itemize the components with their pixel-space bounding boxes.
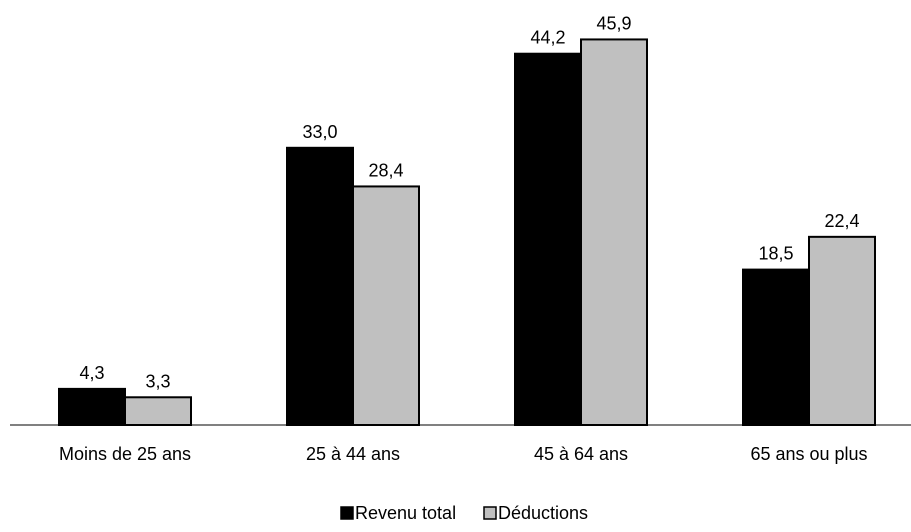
bar-deductions-65-ans-ou-plus — [808, 235, 876, 426]
legend-label-revenu-total: Revenu total — [355, 503, 456, 523]
data-label-deductions-65-ans-ou-plus: 22,4 — [824, 211, 859, 231]
legend: Revenu total Déductions — [340, 503, 588, 523]
bar-revenu-total-45-a-64-ans — [514, 52, 582, 426]
data-label-revenu-total-45-a-64-ans: 44,2 — [530, 28, 565, 48]
bar-deductions-moins-de-25-ans — [124, 396, 192, 426]
x-tick-label-65-ans-ou-plus: 65 ans ou plus — [750, 444, 867, 464]
x-tick-labels-group: Moins de 25 ans 25 à 44 ans 45 à 64 ans 65 … — [59, 444, 868, 464]
bars-group — [58, 38, 876, 427]
x-tick-label-moins-de-25-ans: Moins de 25 ans — [59, 444, 191, 464]
data-label-deductions-45-a-64-ans: 45,9 — [596, 13, 631, 33]
data-label-revenu-total-65-ans-ou-plus: 18,5 — [758, 244, 793, 264]
x-tick-label-25-a-44-ans: 25 à 44 ans — [306, 444, 400, 464]
data-label-revenu-total-25-a-44-ans: 33,0 — [302, 122, 337, 142]
bar-revenu-total-65-ans-ou-plus — [742, 268, 810, 426]
data-labels-group: 4,3 3,3 33,0 28,4 44,2 45,9 18,5 22,4 — [79, 13, 859, 391]
bar-revenu-total-moins-de-25-ans — [58, 387, 126, 427]
x-tick-label-45-a-64-ans: 45 à 64 ans — [534, 444, 628, 464]
bar-revenu-total-25-a-44-ans — [286, 146, 354, 427]
bar-deductions-45-a-64-ans — [580, 38, 648, 426]
legend-label-deductions: Déductions — [498, 503, 588, 523]
legend-swatch-deductions — [483, 506, 497, 520]
data-label-deductions-moins-de-25-ans: 3,3 — [145, 371, 170, 391]
legend-swatch-revenu-total — [340, 506, 354, 520]
bar-deductions-25-a-44-ans — [352, 185, 420, 426]
data-label-deductions-25-a-44-ans: 28,4 — [368, 160, 403, 180]
data-label-revenu-total-moins-de-25-ans: 4,3 — [79, 363, 104, 383]
